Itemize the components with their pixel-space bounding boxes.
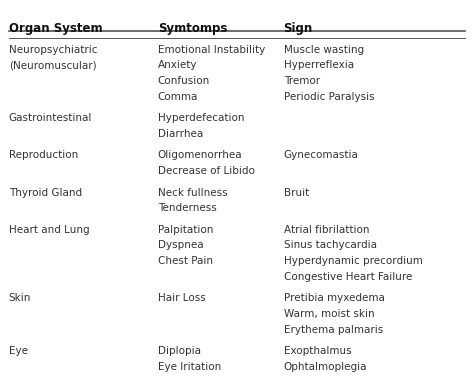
Text: Tremor: Tremor <box>283 76 319 86</box>
Text: Neuropsychiatric: Neuropsychiatric <box>9 44 97 55</box>
Text: Exopthalmus: Exopthalmus <box>283 346 351 356</box>
Text: Muscle wasting: Muscle wasting <box>283 44 364 55</box>
Text: Organ System: Organ System <box>9 22 102 35</box>
Text: Diplopia: Diplopia <box>158 346 201 356</box>
Text: Periodic Paralysis: Periodic Paralysis <box>283 92 374 102</box>
Text: Heart and Lung: Heart and Lung <box>9 225 90 235</box>
Text: Hyperreflexia: Hyperreflexia <box>283 60 354 70</box>
Text: (Neuromuscular): (Neuromuscular) <box>9 60 96 70</box>
Text: Decrease of Libido: Decrease of Libido <box>158 166 255 176</box>
Text: Atrial fibrilattion: Atrial fibrilattion <box>283 225 369 235</box>
Text: Reproduction: Reproduction <box>9 150 78 160</box>
Text: Bruit: Bruit <box>283 188 309 197</box>
Text: Eye Iritation: Eye Iritation <box>158 362 221 372</box>
Text: Pretibia myxedema: Pretibia myxedema <box>283 293 384 303</box>
Text: Erythema palmaris: Erythema palmaris <box>283 325 383 335</box>
Text: Gastrointestinal: Gastrointestinal <box>9 113 92 123</box>
Text: Emotional Instability: Emotional Instability <box>158 44 265 55</box>
Text: Gynecomastia: Gynecomastia <box>283 150 358 160</box>
Text: Anxiety: Anxiety <box>158 60 197 70</box>
Text: Neck fullness: Neck fullness <box>158 188 228 197</box>
Text: Sinus tachycardia: Sinus tachycardia <box>283 240 376 250</box>
Text: Hyperdefecation: Hyperdefecation <box>158 113 244 123</box>
Text: Sign: Sign <box>283 22 313 35</box>
Text: Chest Pain: Chest Pain <box>158 256 213 266</box>
Text: Confusion: Confusion <box>158 76 210 86</box>
Text: Oligomenorrhea: Oligomenorrhea <box>158 150 243 160</box>
Text: Dyspnea: Dyspnea <box>158 240 203 250</box>
Text: Warm, moist skin: Warm, moist skin <box>283 309 374 319</box>
Text: Comma: Comma <box>158 92 198 102</box>
Text: Tenderness: Tenderness <box>158 203 217 213</box>
Text: Congestive Heart Failure: Congestive Heart Failure <box>283 272 412 282</box>
Text: Ophtalmoplegia: Ophtalmoplegia <box>283 362 367 372</box>
Text: Thyroid Gland: Thyroid Gland <box>9 188 82 197</box>
Text: Eye: Eye <box>9 346 28 356</box>
Text: Diarrhea: Diarrhea <box>158 129 203 139</box>
Text: Hyperdynamic precordium: Hyperdynamic precordium <box>283 256 422 266</box>
Text: Palpitation: Palpitation <box>158 225 213 235</box>
Text: Symtomps: Symtomps <box>158 22 227 35</box>
Text: Hair Loss: Hair Loss <box>158 293 206 303</box>
Text: Skin: Skin <box>9 293 31 303</box>
